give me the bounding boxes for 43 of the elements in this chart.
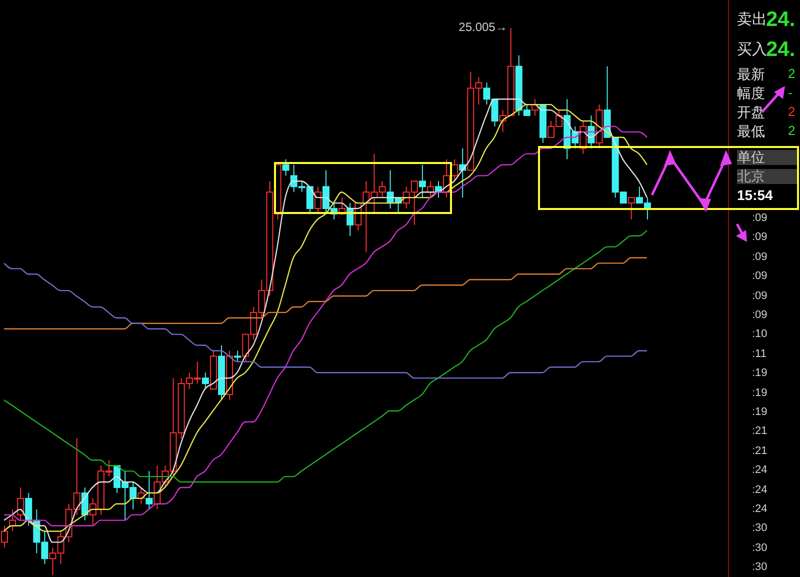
candlestick xyxy=(25,492,32,526)
candlestick xyxy=(202,372,209,390)
text: :10 xyxy=(752,328,768,340)
candlestick xyxy=(628,197,635,220)
candlestick xyxy=(146,470,153,510)
text: :24 xyxy=(752,484,768,496)
text: 单位 xyxy=(737,149,799,166)
text: :19 xyxy=(752,367,768,380)
text: 2 xyxy=(788,123,796,138)
candlestick xyxy=(17,486,24,521)
text: 买入 xyxy=(737,41,767,58)
text: :19 xyxy=(752,406,768,418)
text: 开盘 xyxy=(737,104,765,120)
text: 最低 xyxy=(737,123,765,140)
text: :09 xyxy=(752,270,768,282)
candlestick xyxy=(418,164,426,198)
text: 北京 xyxy=(737,168,799,184)
text: :30 xyxy=(752,561,768,574)
text: 24. xyxy=(766,38,796,62)
text: :09 xyxy=(752,290,768,302)
text: - xyxy=(788,85,792,100)
annotation: 25.005→ xyxy=(458,20,508,34)
text: :21 xyxy=(752,444,768,457)
text: :24 xyxy=(752,503,768,516)
text: :09 xyxy=(752,250,768,263)
candlestick xyxy=(314,186,322,214)
text: 15:54 xyxy=(737,187,773,204)
text: 24. xyxy=(766,8,796,32)
text: :09 xyxy=(752,231,768,244)
text: :21 xyxy=(752,425,768,438)
text: :24 xyxy=(752,464,768,476)
text: :30 xyxy=(752,522,768,534)
text: 2 xyxy=(788,66,796,82)
text: 最新 xyxy=(737,66,765,82)
text: 卖出 xyxy=(737,11,767,28)
candlestick xyxy=(282,158,290,176)
text: 幅度 xyxy=(737,85,765,102)
text: :30 xyxy=(752,542,768,554)
text: :11 xyxy=(752,348,766,360)
text: :09 xyxy=(752,212,768,224)
text: :19 xyxy=(752,386,768,399)
text: 2 xyxy=(788,104,796,120)
text: :09 xyxy=(752,309,768,322)
